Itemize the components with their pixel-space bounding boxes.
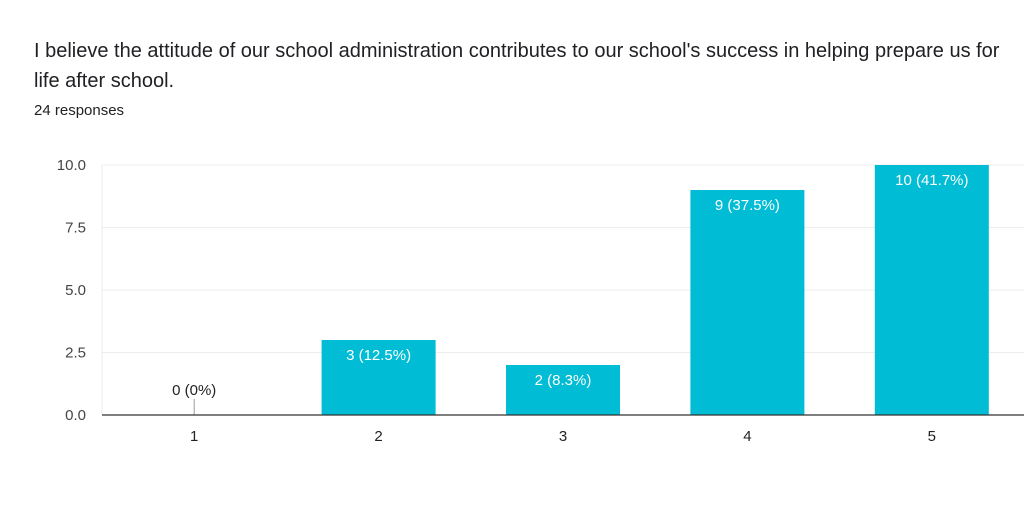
bar <box>321 340 436 415</box>
data-label: 2 (8.3%) <box>535 372 592 389</box>
data-label: 3 (12.5%) <box>346 347 411 364</box>
x-tick-label: 4 <box>743 428 751 445</box>
y-tick-label: 5.0 <box>65 282 86 299</box>
data-label: 0 (0%) <box>172 382 216 399</box>
data-label: 9 (37.5%) <box>715 197 780 214</box>
bar <box>874 165 989 415</box>
y-tick-label: 0.0 <box>65 407 86 424</box>
x-tick-label: 1 <box>190 428 198 445</box>
bar <box>506 365 620 415</box>
question-title: I believe the attitude of our school adm… <box>34 40 1000 92</box>
response-count: 24 responses <box>34 102 125 119</box>
x-tick-label: 5 <box>928 428 936 445</box>
y-tick-label: 10.0 <box>57 157 86 174</box>
x-tick-label: 3 <box>559 428 567 445</box>
bar <box>690 190 805 415</box>
data-label: 10 (41.7%) <box>895 172 968 189</box>
x-tick-label: 2 <box>374 428 382 445</box>
y-tick-label: 7.5 <box>65 220 86 237</box>
y-tick-label: 2.5 <box>65 345 86 362</box>
